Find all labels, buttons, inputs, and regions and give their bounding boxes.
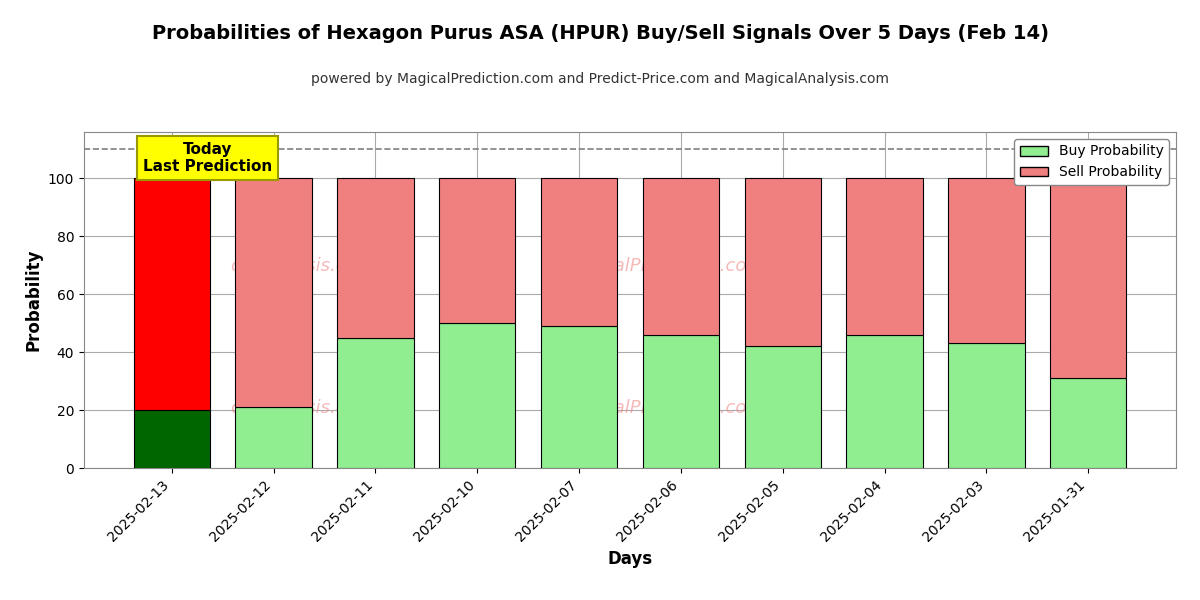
Bar (643, 335, 719, 468)
Bar (439, 323, 516, 468)
Bar (744, 178, 821, 346)
Bar (846, 178, 923, 335)
Text: calAnalysis.com: calAnalysis.com (230, 257, 374, 275)
Bar (1050, 378, 1127, 468)
Text: Today
Last Prediction: Today Last Prediction (143, 142, 272, 174)
Text: Probabilities of Hexagon Purus ASA (HPUR) Buy/Sell Signals Over 5 Days (Feb 14): Probabilities of Hexagon Purus ASA (HPUR… (151, 24, 1049, 43)
X-axis label: Days: Days (607, 550, 653, 568)
Bar (541, 326, 617, 468)
Bar (337, 178, 414, 338)
Bar (643, 178, 719, 335)
Bar (948, 343, 1025, 468)
Bar (541, 178, 617, 326)
Text: MagicalPrediction.com: MagicalPrediction.com (562, 257, 764, 275)
Legend: Buy Probability, Sell Probability: Buy Probability, Sell Probability (1014, 139, 1169, 185)
Bar (235, 407, 312, 468)
Bar (439, 178, 516, 323)
Bar (846, 335, 923, 468)
Bar (235, 178, 312, 407)
Bar (133, 410, 210, 468)
Bar (1050, 178, 1127, 378)
Text: powered by MagicalPrediction.com and Predict-Price.com and MagicalAnalysis.com: powered by MagicalPrediction.com and Pre… (311, 72, 889, 86)
Text: MagicalPrediction.com: MagicalPrediction.com (562, 398, 764, 416)
Bar (133, 178, 210, 410)
Bar (337, 338, 414, 468)
Y-axis label: Probability: Probability (24, 249, 42, 351)
Text: calAnalysis.com: calAnalysis.com (230, 398, 374, 416)
Bar (948, 178, 1025, 343)
Bar (744, 346, 821, 468)
